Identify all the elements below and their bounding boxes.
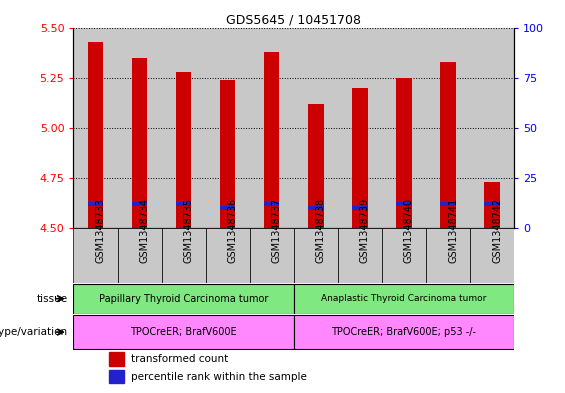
Bar [426, 28, 470, 228]
Bar [250, 228, 294, 283]
Text: GSM1348740: GSM1348740 [404, 198, 414, 263]
Bar [352, 206, 368, 210]
Bar [426, 228, 470, 283]
Title: GDS5645 / 10451708: GDS5645 / 10451708 [227, 13, 361, 26]
Bar [88, 202, 103, 206]
Bar [294, 228, 338, 283]
Bar [440, 62, 456, 228]
Bar [396, 78, 412, 228]
Bar [206, 228, 250, 283]
Bar [73, 284, 294, 314]
Text: GSM1348735: GSM1348735 [184, 198, 194, 263]
Bar [308, 104, 324, 228]
Text: GSM1348741: GSM1348741 [448, 198, 458, 263]
Bar [470, 28, 514, 228]
Text: GSM1348738: GSM1348738 [316, 198, 326, 263]
Text: GSM1348736: GSM1348736 [228, 198, 238, 263]
Bar [484, 202, 500, 206]
Text: GSM1348739: GSM1348739 [360, 198, 370, 263]
Bar [338, 228, 382, 283]
Bar [176, 72, 192, 228]
Bar [73, 228, 118, 283]
Bar [108, 352, 124, 365]
Bar [118, 228, 162, 283]
Bar [206, 28, 250, 228]
Bar [132, 58, 147, 228]
Bar [264, 51, 280, 228]
Bar [308, 206, 324, 210]
Bar [132, 202, 147, 206]
Bar [294, 284, 514, 314]
Bar [352, 88, 368, 228]
Text: transformed count: transformed count [131, 354, 228, 364]
Bar [264, 202, 280, 206]
Bar [294, 315, 514, 349]
Bar [73, 28, 118, 228]
Text: TPOCreER; BrafV600E; p53 -/-: TPOCreER; BrafV600E; p53 -/- [332, 327, 476, 337]
Bar [470, 228, 514, 283]
Bar [294, 28, 338, 228]
Bar [382, 228, 426, 283]
Text: GSM1348734: GSM1348734 [140, 198, 150, 263]
Bar [88, 42, 103, 228]
Text: percentile rank within the sample: percentile rank within the sample [131, 372, 307, 382]
Text: GSM1348733: GSM1348733 [95, 198, 106, 263]
Bar [73, 315, 294, 349]
Text: GSM1348737: GSM1348737 [272, 198, 282, 263]
Bar [250, 28, 294, 228]
Text: genotype/variation: genotype/variation [0, 327, 68, 337]
Bar [220, 80, 236, 228]
Bar [176, 202, 192, 206]
Bar [108, 370, 124, 384]
Bar [162, 228, 206, 283]
Bar [484, 182, 500, 228]
Bar [396, 202, 412, 206]
Text: TPOCreER; BrafV600E: TPOCreER; BrafV600E [131, 327, 237, 337]
Bar [118, 28, 162, 228]
Bar [220, 206, 236, 210]
Text: Papillary Thyroid Carcinoma tumor: Papillary Thyroid Carcinoma tumor [99, 294, 268, 304]
Text: GSM1348742: GSM1348742 [492, 198, 502, 263]
Bar [162, 28, 206, 228]
Bar [440, 202, 456, 206]
Text: Anaplastic Thyroid Carcinoma tumor: Anaplastic Thyroid Carcinoma tumor [321, 294, 486, 303]
Bar [338, 28, 382, 228]
Bar [382, 28, 426, 228]
Text: tissue: tissue [37, 294, 68, 304]
